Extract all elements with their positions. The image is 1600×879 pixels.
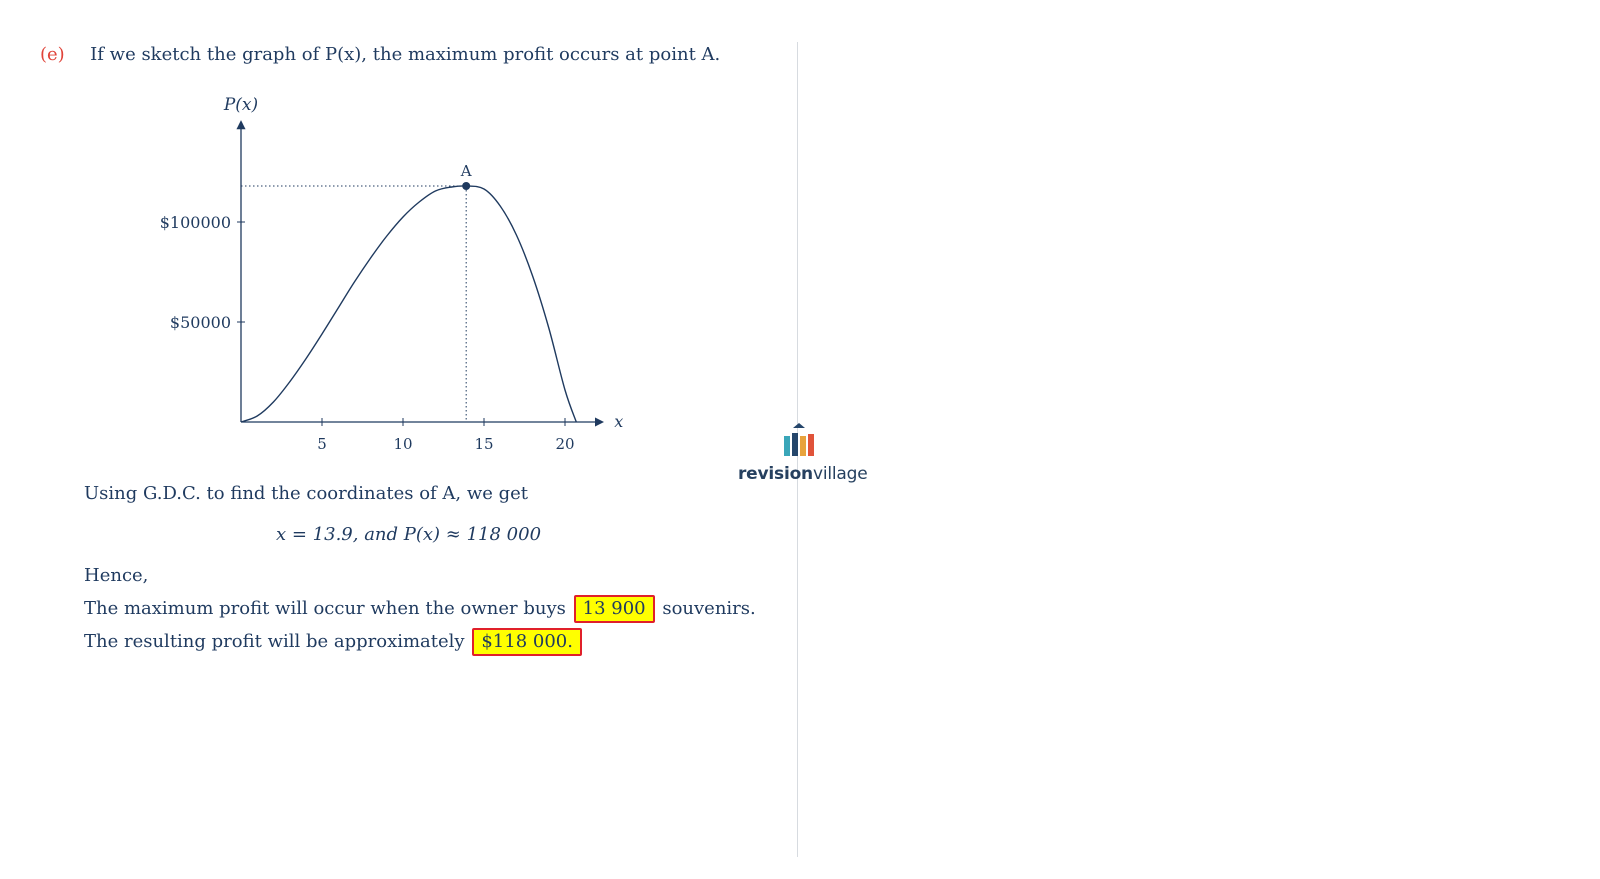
x-axis-label: x: [614, 412, 623, 431]
point-a-label: A: [460, 162, 472, 180]
y-axis-label: P(x): [223, 95, 258, 115]
hence-text: Hence,: [84, 565, 149, 586]
revisionvillage-logo: revisionvillage: [738, 422, 868, 484]
resulting-profit-line: The resulting profit will be approximate…: [84, 628, 584, 656]
part-e-line: (e) If we sketch the graph of P(x), the …: [40, 44, 720, 66]
logo-wordmark: revisionvillage: [738, 464, 868, 484]
max-profit-line: The maximum profit will occur when the o…: [84, 595, 756, 623]
x-tick-label: 20: [555, 435, 574, 453]
y-tick-label: $100000: [160, 213, 231, 232]
answer-souvenirs-box: 13 900: [573, 595, 655, 623]
x-tick-label: 15: [474, 435, 493, 453]
gdc-text: Using G.D.C. to find the coordinates of …: [84, 483, 529, 504]
result-equation: x = 13.9, and P(x) ≈ 118 000: [276, 524, 542, 545]
profit-curve: [240, 185, 577, 423]
logo-wordmark-regular: village: [812, 464, 868, 484]
logo-books-icon: [784, 423, 814, 456]
logo-wordmark-bold: revision: [738, 464, 813, 484]
y-tick-label: $50000: [170, 313, 231, 332]
profit-chart-svg: P(x) x 5 10 15 20 $50000 $100000 A: [160, 95, 624, 453]
profit-chart: P(x) x 5 10 15 20 $50000 $100000 A: [150, 92, 630, 466]
x-tick-label: 10: [393, 435, 412, 453]
answer-profit-box: $118 000.: [472, 628, 582, 656]
souvenirs-text: souvenirs.: [662, 598, 756, 619]
max-profit-text: The maximum profit will occur when the o…: [84, 598, 566, 619]
part-label: (e): [40, 44, 65, 65]
resulting-profit-text: The resulting profit will be approximate…: [84, 631, 465, 652]
x-tick-label: 5: [317, 435, 327, 453]
part-question: If we sketch the graph of P(x), the maxi…: [90, 44, 721, 65]
point-a-marker: [462, 182, 471, 190]
